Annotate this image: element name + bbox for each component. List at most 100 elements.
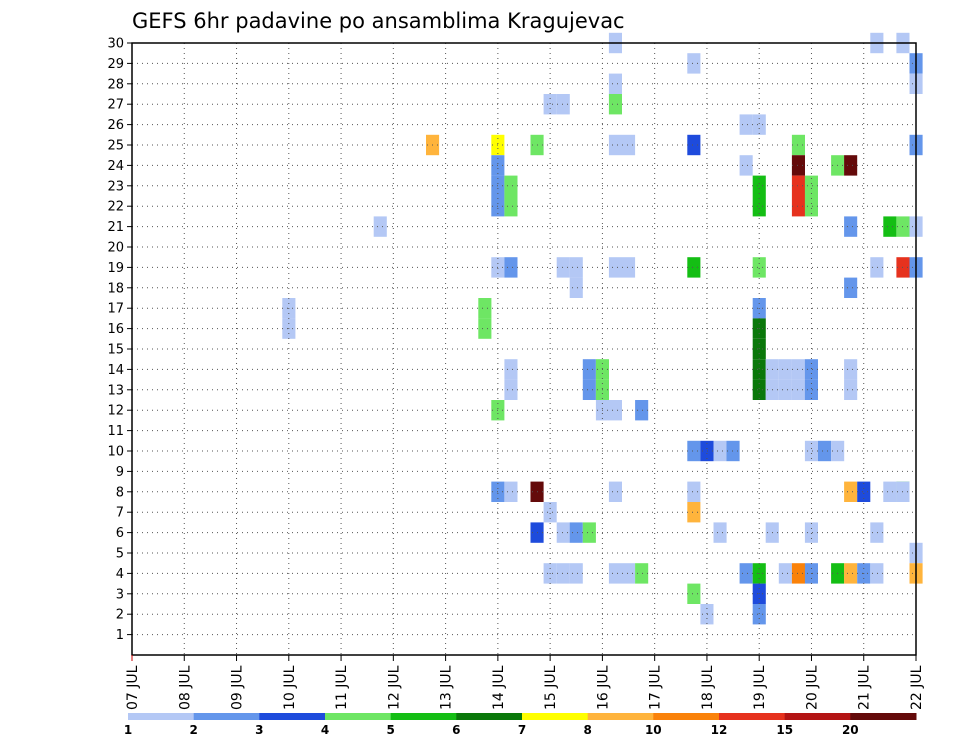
- x-tick-label: 14 JUL: [491, 665, 507, 710]
- precip-cell: [844, 481, 858, 502]
- precip-cell: [700, 604, 714, 625]
- legend: 1 2 3 4 5 6 7 8 10 12 15 20: [124, 713, 917, 737]
- y-tick-label: 27: [107, 98, 124, 113]
- precip-cell: [791, 563, 805, 584]
- y-tick-label: 17: [107, 302, 124, 317]
- y-tick-label: 16: [107, 322, 124, 337]
- x-tick-label: 22 JUL: [909, 665, 925, 710]
- precip-cell: [791, 359, 805, 380]
- precip-cell: [687, 502, 701, 523]
- precip-cell: [726, 440, 740, 462]
- precip-cell: [752, 196, 766, 217]
- precip-cell: [556, 522, 570, 543]
- precip-cell: [778, 379, 792, 400]
- precip-cell: [635, 563, 649, 584]
- precip-cell: [556, 94, 570, 115]
- legend-label: 2: [190, 723, 198, 737]
- y-tick-label: 1: [116, 628, 124, 643]
- y-tick-label: 6: [116, 526, 124, 541]
- y-tick-label: 28: [107, 77, 124, 92]
- legend-label: 15: [776, 723, 793, 737]
- precip-cell: [478, 298, 492, 319]
- y-tick-label: 3: [116, 587, 124, 602]
- legend-swatch: [325, 713, 392, 720]
- precip-cell: [752, 359, 766, 380]
- precip-cell: [582, 379, 596, 400]
- precip-cell: [883, 481, 897, 502]
- precip-cell: [543, 94, 557, 115]
- precip-cell: [844, 277, 858, 298]
- precip-cell: [622, 257, 636, 278]
- legend-label: 5: [387, 723, 395, 737]
- precip-cell: [804, 359, 818, 380]
- legend-swatch: [259, 713, 326, 720]
- precip-cell: [804, 379, 818, 400]
- y-tick-label: 7: [116, 506, 124, 521]
- x-tick-label: 18 JUL: [700, 665, 716, 710]
- precip-cell: [857, 481, 871, 502]
- y-tick-label: 8: [116, 485, 124, 500]
- precip-cell: [569, 277, 583, 298]
- precip-cell: [870, 522, 884, 543]
- precip-cell: [778, 563, 792, 584]
- precip-cell: [739, 155, 753, 176]
- legend-label: 12: [711, 723, 728, 737]
- precip-cell: [569, 257, 583, 278]
- x-tick-label: 19 JUL: [752, 665, 768, 710]
- legend-label: 6: [452, 723, 460, 737]
- precip-cell: [752, 604, 766, 625]
- precip-cell: [752, 175, 766, 196]
- precip-cell: [791, 196, 805, 217]
- y-tick-label: 5: [116, 547, 124, 562]
- precip-cell: [844, 155, 858, 176]
- precip-cell: [752, 114, 766, 135]
- y-tick-label: 4: [116, 567, 124, 582]
- precip-cell: [739, 563, 753, 584]
- precip-cell: [844, 216, 858, 237]
- precip-cell: [791, 379, 805, 400]
- precip-cell: [504, 175, 518, 196]
- precip-cell: [608, 257, 622, 278]
- precip-cell: [608, 94, 622, 115]
- legend-swatch: [587, 713, 654, 720]
- y-tick-label: 29: [107, 57, 124, 72]
- legend-swatch: [128, 713, 195, 720]
- legend-swatch: [653, 713, 720, 720]
- y-tick-label: 10: [107, 445, 124, 460]
- legend-label: 10: [645, 723, 662, 737]
- legend-swatch: [719, 713, 786, 720]
- precip-cell: [504, 379, 518, 400]
- precip-cell: [687, 134, 701, 156]
- precip-cell: [778, 359, 792, 380]
- x-tick-label: 17 JUL: [648, 665, 664, 710]
- precip-cell: [818, 440, 832, 462]
- legend-swatch: [193, 713, 260, 720]
- legend-label: 7: [518, 723, 526, 737]
- y-tick-label: 25: [107, 139, 124, 154]
- precip-cell: [478, 318, 492, 339]
- y-tick-label: 15: [107, 343, 124, 358]
- x-axis: 07 JUL 08 JUL 09 JUL 10 JUL 11 JUL 12 JUL 13 J…: [125, 655, 925, 710]
- precip-cell: [791, 134, 805, 156]
- legend-label: 1: [124, 723, 132, 737]
- precip-cell: [804, 196, 818, 217]
- x-tick-label: 09 JUL: [230, 665, 246, 710]
- y-tick-label: 13: [107, 383, 124, 398]
- precip-cell: [543, 502, 557, 523]
- y-tick-label: 20: [107, 241, 124, 256]
- precip-cell: [622, 134, 636, 156]
- x-tick-label: 21 JUL: [857, 665, 873, 710]
- chart-title: GEFS 6hr padavine po ansamblima Kragujev…: [132, 9, 625, 33]
- y-tick-label: 14: [107, 363, 124, 378]
- precip-cell: [791, 175, 805, 196]
- x-tick-label: 12 JUL: [386, 665, 402, 710]
- precip-cell: [687, 481, 701, 502]
- legend-swatch: [522, 713, 589, 720]
- precip-cell: [739, 114, 753, 135]
- precip-cell: [870, 563, 884, 584]
- precip-cell: [504, 481, 518, 502]
- x-tick-label: 15 JUL: [543, 665, 559, 710]
- precip-cell: [608, 481, 622, 502]
- x-tick-label: 13 JUL: [439, 665, 455, 710]
- y-axis: 1234567891011121314151617181920212223242…: [107, 37, 132, 643]
